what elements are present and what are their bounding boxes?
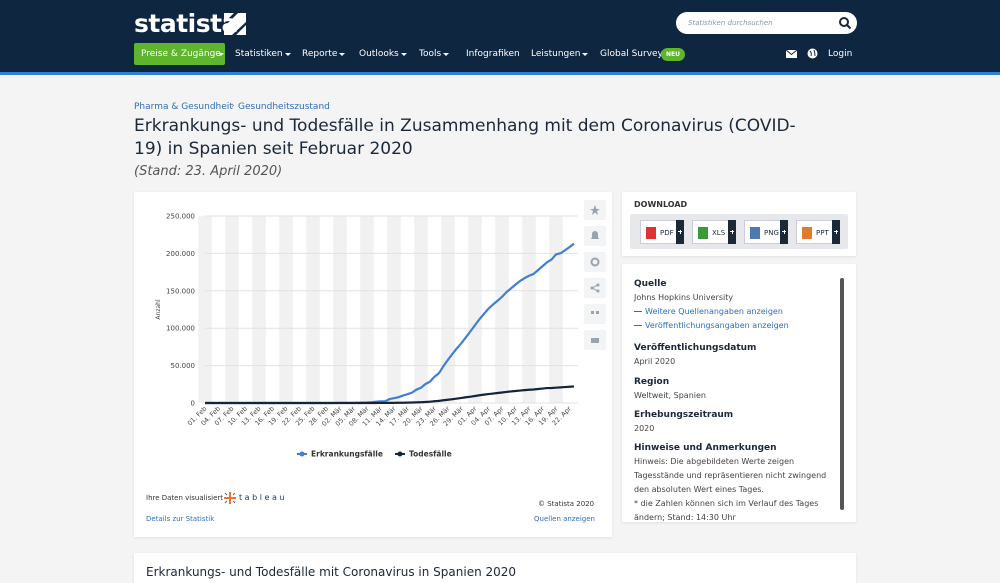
info-text: 2020 (634, 424, 655, 433)
badge: NEU (661, 48, 685, 61)
band (279, 216, 293, 403)
info-heading: Hinweise und Anmerkungen (634, 443, 777, 453)
favorite-button[interactable] (584, 200, 606, 220)
line-series (205, 385, 575, 405)
band (306, 216, 320, 403)
y-tick-label: 100.000 (166, 325, 195, 333)
band (333, 216, 347, 403)
info-text: Johns Hopkins University (634, 293, 734, 302)
y-tick-label: 0 (191, 400, 195, 408)
nav-item[interactable]: Outlooks (359, 43, 408, 65)
format-label: XLS (712, 229, 726, 237)
band (549, 216, 563, 403)
page-title: Erkrankungs- und Todesfälle in Zusammenh… (134, 116, 796, 159)
info-section: Erhebungszeitraum 2020 (634, 409, 834, 436)
nav-item[interactable]: Infografiken (466, 49, 520, 59)
scrollbar[interactable] (840, 278, 844, 510)
nav-item[interactable]: Leistungen (531, 43, 589, 65)
info-section: Region Weltweit, Spanien (634, 376, 834, 403)
band (522, 216, 536, 403)
info-section: Quelle Johns Hopkins University Weitere Qu… (634, 278, 834, 333)
tableau-logo: t a b l e a u (239, 493, 285, 502)
band (252, 216, 266, 403)
format-label: PDF (660, 229, 674, 237)
download-title: DOWNLOAD (634, 200, 688, 209)
y-tick-label: 200.000 (166, 250, 195, 258)
download-button[interactable]: PNG (744, 220, 788, 244)
info-heading: Region (634, 377, 670, 387)
y-tick-label: 150.000 (166, 287, 195, 295)
info-link[interactable]: Veröffentlichungsangaben anzeigen (634, 319, 834, 333)
band (360, 216, 374, 403)
tableau-icon (224, 492, 236, 504)
y-axis-label: Anzahl (155, 299, 162, 320)
next-title: Erkrankungs- und Todesfälle mit Coronavi… (146, 565, 517, 579)
breadcrumb[interactable]: Gesundheitszustand (238, 102, 330, 112)
logo[interactable]: statista (134, 9, 238, 38)
legend-label: Todesfälle (409, 450, 452, 459)
chart: 0 50.000 100.000 150.000 200.000 250.000 Anzah… (155, 213, 578, 459)
info-text: Weltweit, Spanien (634, 391, 706, 400)
band (414, 216, 428, 403)
mail-icon[interactable] (786, 48, 797, 59)
logo-icon (224, 13, 246, 35)
top-bar: statista Statistiken durchsuchen Preise … (0, 0, 1000, 75)
breadcrumb-separator: › (231, 101, 235, 111)
alert-button[interactable] (584, 226, 606, 246)
info-link[interactable]: Weitere Quellenangaben anzeigen (634, 305, 834, 319)
details-link[interactable]: Details zur Statistik (146, 515, 215, 523)
nav-item[interactable]: Statistiken (235, 43, 292, 65)
download-card: DOWNLOAD PDF XLS PNG PPT (622, 192, 856, 256)
nav-item[interactable]: Preise & Zugänge (134, 43, 225, 65)
tableau-text: Ihre Daten visualisiert (146, 494, 224, 502)
download-buttons: PDF XLS PNG PPT (630, 214, 848, 249)
search-placeholder: Statistiken durchsuchen (688, 19, 773, 27)
subtitle: (Stand: 23. April 2020) (134, 164, 283, 179)
y-tick-label: 250.000 (166, 213, 195, 221)
band (441, 216, 455, 403)
breadcrumb[interactable]: Pharma & Gesundheit (134, 102, 233, 112)
download-button[interactable]: PPT (796, 220, 840, 244)
print-button[interactable] (584, 330, 606, 350)
search-icon (839, 17, 852, 30)
nav-item[interactable]: Tools (419, 43, 450, 65)
info-section: Veröffentlichungsdatum April 2020 (634, 342, 834, 369)
info-card: Quelle Johns Hopkins University Weitere Qu… (622, 264, 856, 522)
legend-swatch (397, 451, 403, 457)
info-heading: Quelle (634, 279, 667, 289)
info-text: Hinweis: Die abgebildeten Werte zeigen T… (634, 457, 827, 494)
info-section: Hinweise und Anmerkungen Hinweis: Die abg… (634, 442, 834, 522)
info-text: April 2020 (634, 357, 676, 366)
next-card: Erkrankungs- und Todesfälle mit Coronavi… (134, 553, 856, 583)
band (495, 216, 509, 403)
globe-icon[interactable] (807, 48, 818, 59)
band (468, 216, 482, 403)
sources-link[interactable]: Quellen anzeigen (534, 515, 595, 523)
cite-button[interactable] (584, 304, 606, 324)
share-button[interactable] (584, 278, 606, 298)
search-box[interactable]: Statistiken durchsuchen (676, 12, 857, 34)
legend-label: Erkrankungsfälle (311, 450, 383, 459)
band (387, 216, 401, 403)
nav-item[interactable]: Global Survey (600, 49, 663, 59)
info-text: * die Zahlen können sich im Verlauf des … (634, 499, 819, 522)
download-button[interactable]: XLS (692, 220, 736, 244)
download-button[interactable]: PDF (640, 220, 684, 244)
band (198, 216, 212, 403)
info-heading: Veröffentlichungsdatum (634, 343, 757, 353)
format-label: PPT (816, 229, 829, 237)
nav-item[interactable]: Reporte (302, 43, 346, 65)
y-tick-label: 50.000 (171, 362, 196, 370)
legend-swatch (299, 451, 305, 457)
band (225, 216, 239, 403)
chart-card: 0 50.000 100.000 150.000 200.000 250.000 Anzah… (134, 192, 612, 537)
copyright: © Statista 2020 (538, 500, 595, 508)
info-heading: Erhebungszeitraum (634, 410, 734, 420)
settings-button[interactable] (584, 252, 606, 272)
login[interactable]: Login (828, 49, 853, 59)
format-label: PNG (764, 229, 779, 237)
